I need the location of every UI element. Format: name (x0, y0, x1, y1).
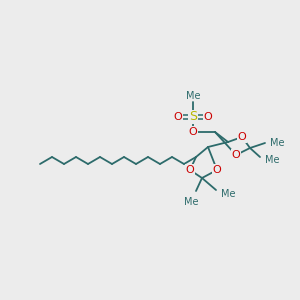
Text: Me: Me (265, 155, 280, 165)
Text: O: O (204, 112, 212, 122)
Text: Me: Me (184, 197, 198, 207)
Text: O: O (232, 150, 240, 160)
Text: O: O (213, 165, 221, 175)
Text: S: S (189, 110, 197, 124)
Text: O: O (238, 132, 246, 142)
Text: Me: Me (221, 189, 236, 199)
Text: O: O (189, 127, 197, 137)
Text: O: O (186, 165, 194, 175)
Text: O: O (174, 112, 182, 122)
Text: Me: Me (186, 91, 200, 101)
Text: Me: Me (270, 138, 284, 148)
